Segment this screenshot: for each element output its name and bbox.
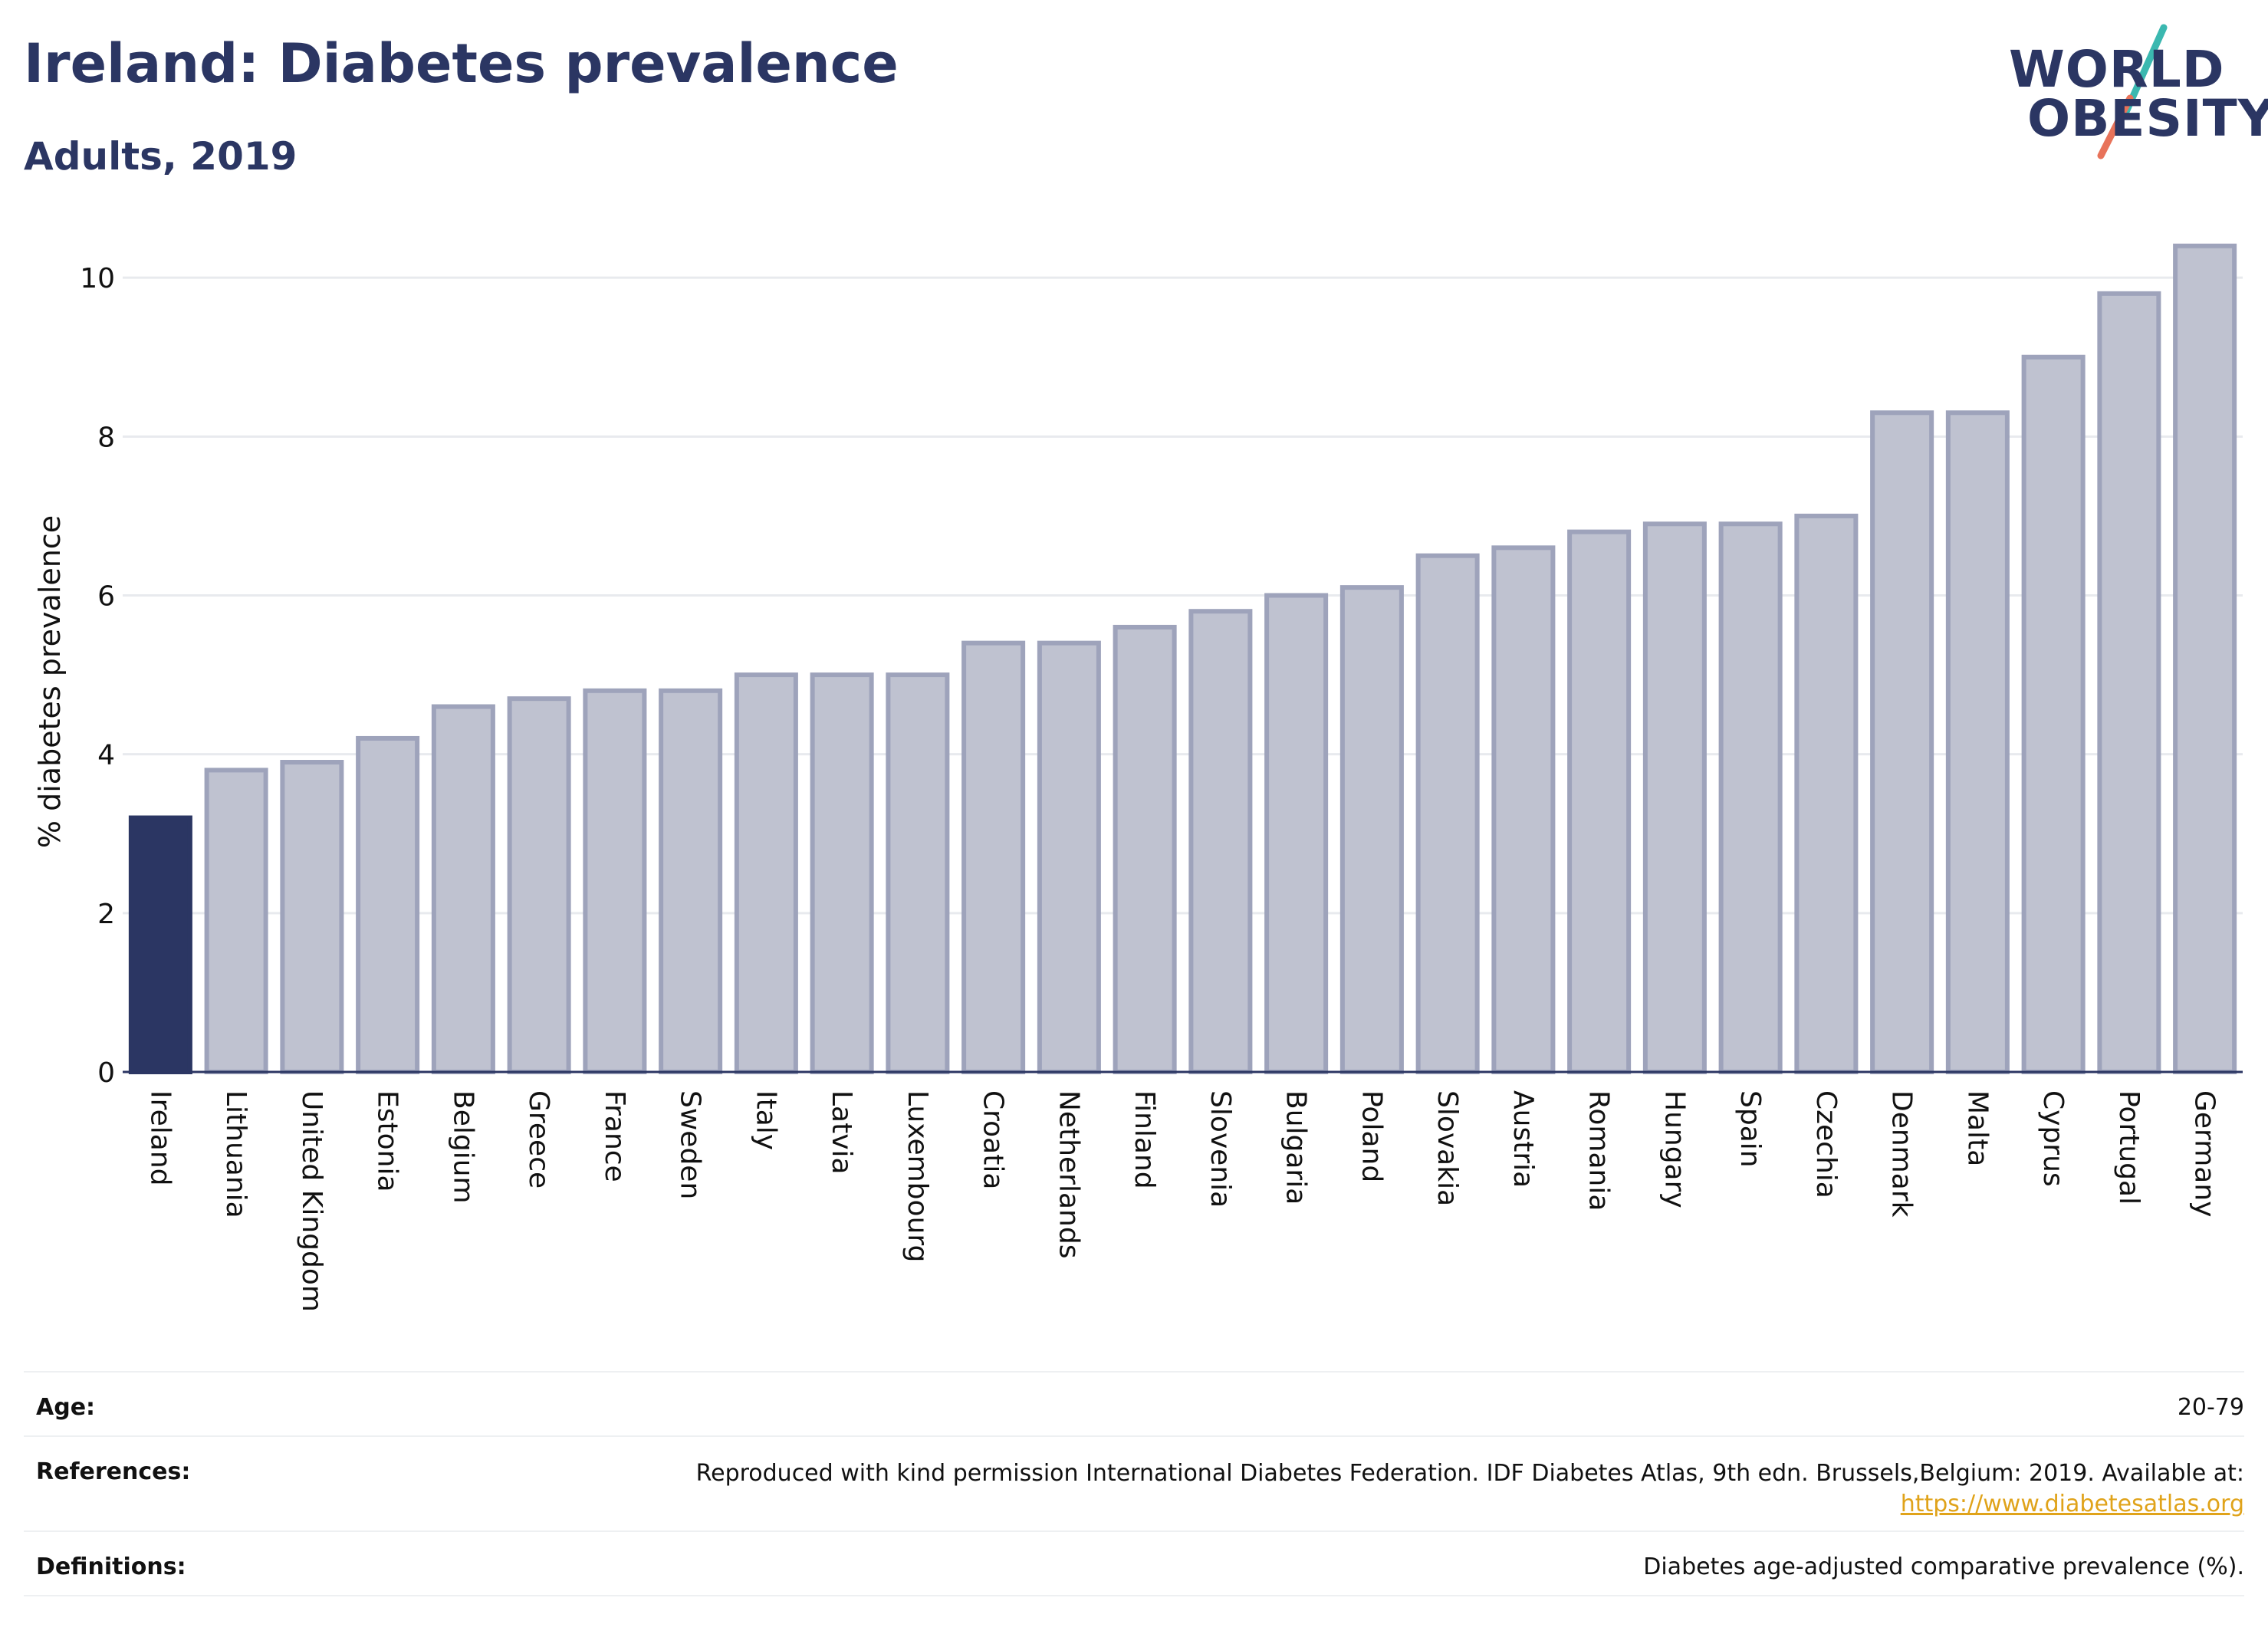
x-tick-label: Bulgaria [1280, 1090, 1312, 1205]
definitions-label: Definitions: [36, 1553, 186, 1580]
bar-bulgaria[interactable] [1264, 593, 1329, 1074]
bar-spain[interactable] [1718, 521, 1783, 1074]
bar-italy[interactable] [734, 672, 798, 1074]
references-value: Reproduced with kind permission Internat… [696, 1458, 2244, 1520]
bar-luxembourg[interactable] [886, 672, 950, 1074]
bar-sweden[interactable] [659, 688, 723, 1075]
x-tick-label: Denmark [1886, 1090, 1918, 1218]
y-axis-label: % diabetes prevalence [33, 515, 67, 848]
age-row: Age: 20-79 [24, 1371, 2244, 1437]
bar-belgium[interactable] [431, 704, 495, 1075]
bar-greece[interactable] [507, 696, 571, 1074]
x-tick-label: Czechia [1810, 1090, 1842, 1198]
x-tick-label: Hungary [1658, 1090, 1690, 1208]
bar-estonia[interactable] [356, 735, 420, 1075]
page-title: Ireland: Diabetes prevalence [24, 32, 899, 95]
x-tick-label: Lithuania [220, 1090, 251, 1218]
x-tick-label: Croatia [978, 1090, 1009, 1189]
bar-united-kingdom[interactable] [280, 760, 344, 1074]
age-label: Age: [36, 1394, 96, 1421]
x-tick-label: Slovakia [1431, 1090, 1463, 1206]
references-label: References: [36, 1458, 191, 1485]
references-link[interactable]: https://www.diabetesatlas.org [1900, 1491, 2244, 1517]
y-tick-label: 4 [97, 740, 115, 771]
logo-line1: WORLD [2009, 40, 2225, 99]
x-tick-label: Malta [1961, 1090, 1993, 1166]
bar-austria[interactable] [1491, 545, 1556, 1074]
x-tick-label: Finland [1129, 1090, 1160, 1189]
x-tick-label: Austria [1507, 1090, 1539, 1188]
bar-malta[interactable] [1945, 410, 2010, 1074]
bar-poland[interactable] [1339, 585, 1404, 1074]
bar-latvia[interactable] [810, 672, 874, 1074]
bar-germany[interactable] [2173, 243, 2237, 1074]
bar-cyprus[interactable] [2021, 354, 2086, 1074]
x-tick-label: Luxembourg [902, 1090, 933, 1262]
table-bottom-border [24, 1595, 2244, 1596]
bar-romania[interactable] [1567, 529, 1632, 1074]
x-tick-label: Sweden [675, 1090, 706, 1199]
x-tick-label: Netherlands [1053, 1090, 1084, 1258]
bar-chart: 0 2 4 6 8 10 Ireland Lithuania United Kingdom Est… [33, 243, 2243, 1312]
x-tick-label: Poland [1356, 1090, 1387, 1182]
bar-ireland[interactable] [128, 815, 192, 1075]
bar-croatia[interactable] [961, 640, 1026, 1074]
x-tick-label: Slovenia [1205, 1090, 1236, 1208]
logo-slash-icon [2097, 24, 2168, 159]
x-tick-label: Belgium [447, 1090, 478, 1204]
x-tick-label: Italy [750, 1090, 781, 1150]
y-tick-label: 8 [97, 422, 115, 453]
bar-france[interactable] [583, 688, 647, 1075]
bar-slovenia[interactable] [1188, 609, 1253, 1074]
bar-slovakia[interactable] [1415, 553, 1480, 1074]
bar-portugal[interactable] [2097, 291, 2161, 1074]
x-tick-label: Ireland [144, 1090, 176, 1186]
bar-hungary[interactable] [1642, 521, 1707, 1074]
definitions-value: Diabetes age-adjusted comparative preval… [1643, 1553, 2244, 1580]
bar-netherlands[interactable] [1037, 640, 1101, 1074]
bars [128, 243, 2237, 1075]
axes: 0 2 4 6 8 10 Ireland Lithuania United Kingdom Est… [80, 263, 2243, 1312]
y-tick-label: 6 [97, 580, 115, 612]
page-subtitle: Adults, 2019 [24, 134, 297, 179]
bar-denmark[interactable] [1870, 410, 1934, 1074]
world-obesity-logo: WORLD OBESITY [1994, 21, 2268, 159]
bar-lithuania[interactable] [204, 768, 268, 1075]
x-tick-label: Greece [523, 1090, 554, 1189]
references-text: Reproduced with kind permission Internat… [695, 1460, 2244, 1487]
x-tick-label: Latvia [826, 1090, 857, 1175]
x-tick-label: Spain [1734, 1090, 1766, 1168]
x-tick-label: Romania [1583, 1090, 1615, 1211]
references-row: References: Reproduced with kind permiss… [24, 1435, 2244, 1532]
age-value: 20-79 [2177, 1394, 2244, 1421]
y-tick-label: 0 [97, 1057, 115, 1089]
x-tick-label: Germany [2189, 1090, 2220, 1217]
info-table: Age: 20-79 References: Reproduced with k… [24, 1371, 2244, 1616]
definitions-row: Definitions: Diabetes age-adjusted compa… [24, 1530, 2244, 1596]
x-tick-label: Cyprus [2037, 1090, 2069, 1187]
y-tick-label: 10 [80, 263, 115, 294]
bar-finland[interactable] [1113, 624, 1177, 1074]
bar-czechia[interactable] [1794, 513, 1859, 1074]
logo-line2: OBESITY [2027, 89, 2268, 148]
x-tick-label: Estonia [372, 1090, 403, 1192]
y-tick-label: 2 [97, 899, 115, 930]
x-tick-label: United Kingdom [296, 1090, 327, 1312]
x-tick-label: France [599, 1090, 630, 1182]
x-tick-label: Portugal [2113, 1090, 2145, 1205]
